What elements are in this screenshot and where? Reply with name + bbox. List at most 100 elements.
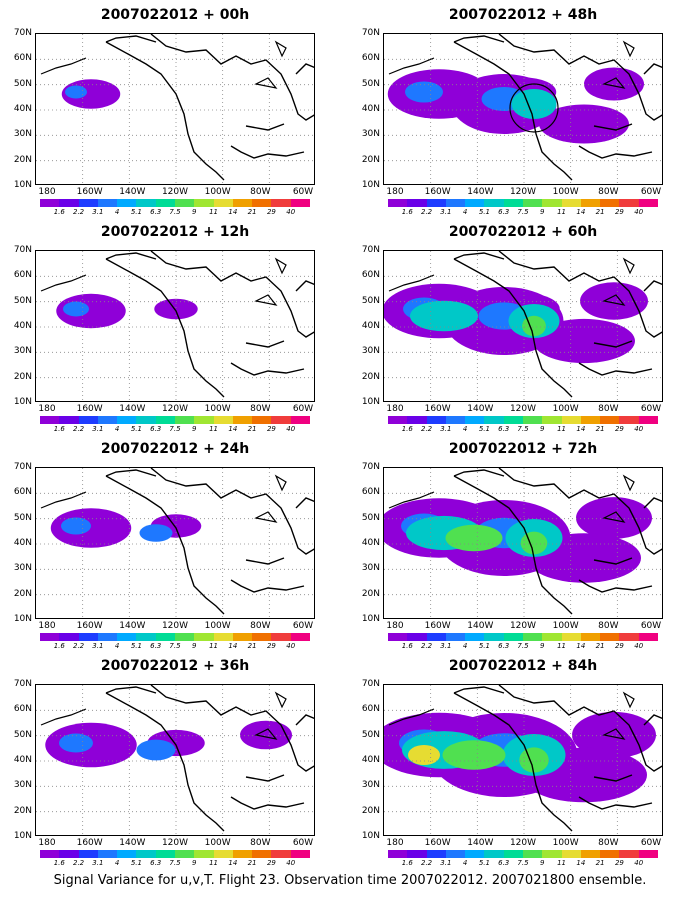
- coastline: [453, 685, 662, 832]
- lat-label: 70N: [13, 28, 32, 38]
- colorbar-label: 11: [209, 859, 219, 867]
- colorbar-swatch: [426, 199, 446, 207]
- colorbar-label: 2.2: [420, 859, 433, 867]
- lon-label: 120W: [509, 187, 537, 197]
- colorbar-swatch: [271, 850, 291, 858]
- lat-label: 30N: [13, 563, 32, 574]
- colorbar-swatch: [232, 850, 253, 858]
- lon-label: 140W: [119, 404, 146, 414]
- colorbar-swatch: [484, 199, 504, 207]
- lon-label: 100W: [204, 404, 231, 414]
- lat-label: 70N: [361, 245, 380, 255]
- colorbar-label: 1.6: [53, 208, 65, 216]
- colorbar-swatch: [136, 416, 156, 424]
- colorbar-swatch: [445, 416, 466, 424]
- colorbar-swatch: [59, 416, 79, 424]
- map-svg: [36, 34, 314, 184]
- colorbar-swatch: [388, 850, 408, 858]
- colorbar-label: 29: [266, 642, 276, 650]
- islands: [40, 474, 287, 523]
- lon-label: 60W: [292, 838, 314, 848]
- map-panel: [35, 250, 315, 402]
- colorbar-swatch: [271, 199, 291, 207]
- colorbar-swatch: [252, 199, 272, 207]
- lat-label: 30N: [13, 129, 32, 140]
- colorbar-label: 2.2: [420, 642, 433, 650]
- colorbar-swatch: [542, 633, 562, 641]
- colorbar-swatch: [155, 199, 175, 207]
- colorbar-label: 2.2: [420, 425, 433, 433]
- lat-label: 50N: [13, 729, 32, 740]
- lon-label: 180: [386, 404, 404, 414]
- lat-label: 60N: [13, 704, 32, 715]
- colorbar-label: 6.3: [498, 208, 510, 216]
- colorbar-swatch: [465, 850, 485, 858]
- colorbar-swatch: [78, 633, 98, 641]
- variance-region: [445, 524, 503, 552]
- colorbar-swatch: [136, 633, 156, 641]
- colorbar-label: 7.5: [169, 208, 181, 216]
- colorbar-label: 3.1: [440, 208, 452, 216]
- colorbar: [388, 199, 658, 207]
- colorbar-label: 6.3: [498, 859, 510, 867]
- colorbar-label: 9: [540, 208, 545, 216]
- coastline: [105, 34, 314, 181]
- lon-label: 80W: [250, 621, 271, 631]
- lon-label: 140W: [119, 838, 146, 848]
- colorbar-label: 29: [266, 208, 276, 216]
- lon-label: 180: [386, 187, 404, 197]
- colorbar-swatch: [503, 416, 523, 424]
- variance-region: [539, 104, 629, 144]
- colorbar-label: 11: [209, 208, 219, 216]
- lat-label: 20N: [361, 588, 380, 599]
- colorbar-swatch: [59, 199, 79, 207]
- map-panel: [383, 467, 663, 619]
- observation-circle: [509, 83, 559, 133]
- colorbar-label: 11: [557, 859, 567, 867]
- colorbar-label: 21: [247, 642, 257, 650]
- lat-label: 10N: [361, 180, 380, 190]
- panel-title: 2007022012 + 60h: [448, 224, 598, 240]
- colorbar-swatch: [407, 633, 427, 641]
- colorbar-label: 6.3: [150, 425, 162, 433]
- lon-label: 80W: [598, 187, 619, 197]
- colorbar-label: 40: [286, 642, 296, 650]
- lon-label: 80W: [250, 404, 271, 414]
- colorbar-swatch: [97, 633, 118, 641]
- colorbar-label: 4: [462, 642, 468, 650]
- variance-region: [410, 300, 478, 332]
- colorbar-swatch: [407, 199, 427, 207]
- colorbar-label: 7.5: [517, 208, 529, 216]
- variance-region: [572, 711, 656, 759]
- islands: [388, 40, 635, 89]
- map-svg: [36, 251, 314, 401]
- lon-label: 100W: [204, 621, 231, 631]
- colorbar-swatch: [290, 850, 310, 858]
- colorbar-label: 3.1: [440, 425, 452, 433]
- lat-label: 50N: [361, 512, 380, 523]
- colorbar-label: 2.2: [72, 425, 85, 433]
- colorbar-swatch: [117, 416, 137, 424]
- map-panel: [35, 684, 315, 836]
- coastline: [453, 468, 662, 615]
- lon-label: 100W: [552, 404, 579, 414]
- colorbar: [40, 199, 310, 207]
- colorbar-label: 9: [192, 859, 197, 867]
- colorbar-swatch: [580, 850, 601, 858]
- colorbar-swatch: [407, 416, 427, 424]
- colorbar-label: 5.1: [130, 425, 142, 433]
- lon-label: 160W: [76, 404, 103, 414]
- colorbar-swatch: [194, 416, 214, 424]
- lat-label: 60N: [361, 270, 380, 281]
- colorbar-swatch: [290, 633, 310, 641]
- colorbar-label: 9: [540, 425, 545, 433]
- lat-label: 40N: [13, 755, 32, 765]
- coastline: [105, 251, 314, 398]
- lon-label: 80W: [598, 838, 619, 848]
- lat-label: 50N: [361, 729, 380, 740]
- colorbar-swatch: [426, 633, 446, 641]
- colorbar-swatch: [194, 633, 214, 641]
- colorbar-swatch: [600, 633, 620, 641]
- lon-label: 160W: [424, 187, 451, 197]
- colorbar-swatch: [600, 850, 620, 858]
